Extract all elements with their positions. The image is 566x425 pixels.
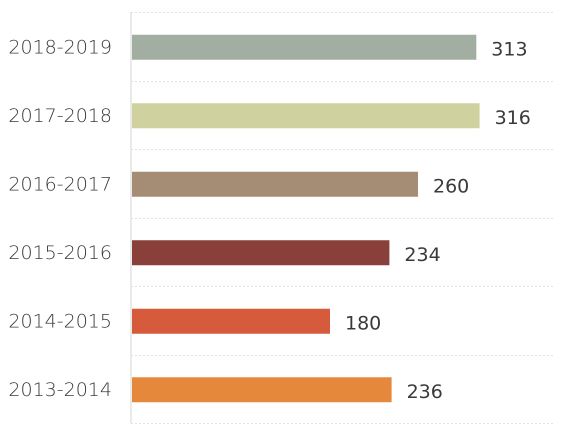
value-label: 316 bbox=[495, 107, 531, 129]
grid-lines bbox=[131, 12, 555, 424]
category-label: 2014-2015 bbox=[8, 310, 112, 332]
bar-2018-2019 bbox=[132, 34, 477, 60]
bar-2017-2018 bbox=[132, 103, 480, 129]
category-labels: 2018-2019 2017-2018 2016-2017 2015-2016 2014… bbox=[8, 36, 112, 401]
category-label: 2018-2019 bbox=[8, 36, 112, 58]
bars bbox=[132, 34, 480, 403]
value-label: 260 bbox=[433, 175, 469, 197]
category-label: 2016-2017 bbox=[8, 173, 112, 195]
category-label: 2017-2018 bbox=[8, 105, 112, 127]
value-label: 313 bbox=[491, 38, 527, 60]
value-label: 236 bbox=[407, 381, 443, 403]
bar-2015-2016 bbox=[132, 240, 390, 266]
value-label: 180 bbox=[345, 312, 381, 334]
bar-2014-2015 bbox=[132, 308, 330, 334]
bar-2016-2017 bbox=[132, 171, 418, 197]
value-labels: 313 316 260 234 180 236 bbox=[345, 38, 531, 403]
value-label: 234 bbox=[404, 244, 440, 266]
category-label: 2015-2016 bbox=[8, 242, 112, 264]
category-label: 2013-2014 bbox=[8, 379, 112, 401]
bar-2013-2014 bbox=[132, 377, 392, 403]
